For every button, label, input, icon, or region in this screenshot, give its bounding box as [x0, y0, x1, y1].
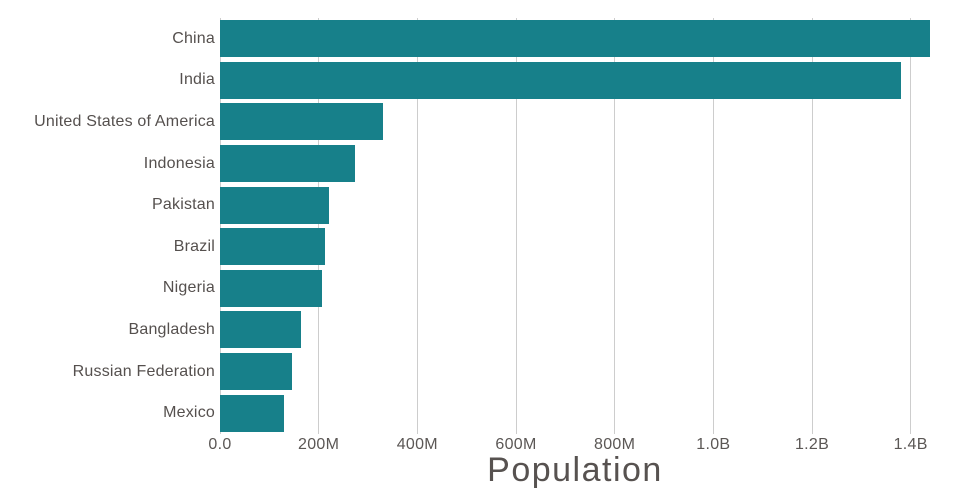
- category-label-india: India: [179, 71, 215, 89]
- bar-brazil: [220, 228, 325, 266]
- bar-russian-federation: [220, 353, 292, 391]
- bar-row-nigeria: [220, 268, 960, 310]
- category-label-china: China: [172, 29, 215, 47]
- x-axis-title: Population: [487, 451, 663, 489]
- x-tick-label-600m: 600M: [495, 436, 537, 453]
- category-label-bangladesh: Bangladesh: [128, 320, 215, 338]
- bar-row-russian-federation: [220, 351, 960, 393]
- bar-row-indonesia: [220, 143, 960, 185]
- bar-united-states-of-america: [220, 103, 384, 141]
- bar-mexico: [220, 394, 284, 432]
- bar-china: [220, 20, 931, 58]
- bar-row-bangladesh: [220, 309, 960, 351]
- category-label-pakistan: Pakistan: [152, 196, 215, 214]
- bar-nigeria: [220, 269, 322, 307]
- category-label-nigeria: Nigeria: [162, 279, 215, 297]
- x-tick-label-1-0b: 1.0B: [696, 436, 731, 453]
- x-tick-label-400m: 400M: [396, 436, 438, 453]
- x-tick-label-800m: 800M: [594, 436, 636, 453]
- plot-area: [219, 18, 960, 434]
- gridline-400m: [416, 18, 418, 434]
- x-axis-tick-labels: 0.0 200M 400M 600M 800M 1.0B 1.2B 1.4B: [208, 434, 960, 454]
- bar-row-pakistan: [220, 184, 960, 226]
- bar-series: [220, 18, 960, 434]
- x-tick-label-200m: 200M: [298, 436, 340, 453]
- gridlines: [219, 18, 960, 434]
- bar-india: [220, 61, 901, 99]
- gridline-0-0: [219, 18, 221, 434]
- x-tick-label-1-2b: 1.2B: [794, 436, 830, 453]
- category-label-united-states-of-america: United States of America: [34, 112, 215, 130]
- bar-pakistan: [220, 186, 329, 224]
- x-tick-label-1-4b: 1.4B: [893, 436, 928, 453]
- gridline-1-0b: [712, 18, 714, 434]
- category-label-indonesia: Indonesia: [143, 154, 215, 172]
- gridline-1-4b: [910, 18, 912, 434]
- bar-row-united-states-of-america: [220, 101, 960, 143]
- category-axis-labels: China India United States of America Indone…: [0, 18, 215, 434]
- bar-row-india: [220, 60, 960, 102]
- category-label-brazil: Brazil: [173, 237, 215, 255]
- x-tick-label-0-0: 0.0: [208, 436, 232, 453]
- gridline-1-2b: [811, 18, 813, 434]
- bar-row-brazil: [220, 226, 960, 268]
- bar-indonesia: [220, 145, 355, 183]
- gridline-800m: [614, 18, 616, 434]
- category-label-mexico: Mexico: [163, 404, 215, 422]
- bar-row-china: [220, 18, 960, 60]
- bar-bangladesh: [220, 311, 302, 349]
- bar-row-mexico: [220, 392, 960, 434]
- gridline-600m: [515, 18, 517, 434]
- gridline-200m: [318, 18, 320, 434]
- category-label-russian-federation: Russian Federation: [72, 362, 215, 380]
